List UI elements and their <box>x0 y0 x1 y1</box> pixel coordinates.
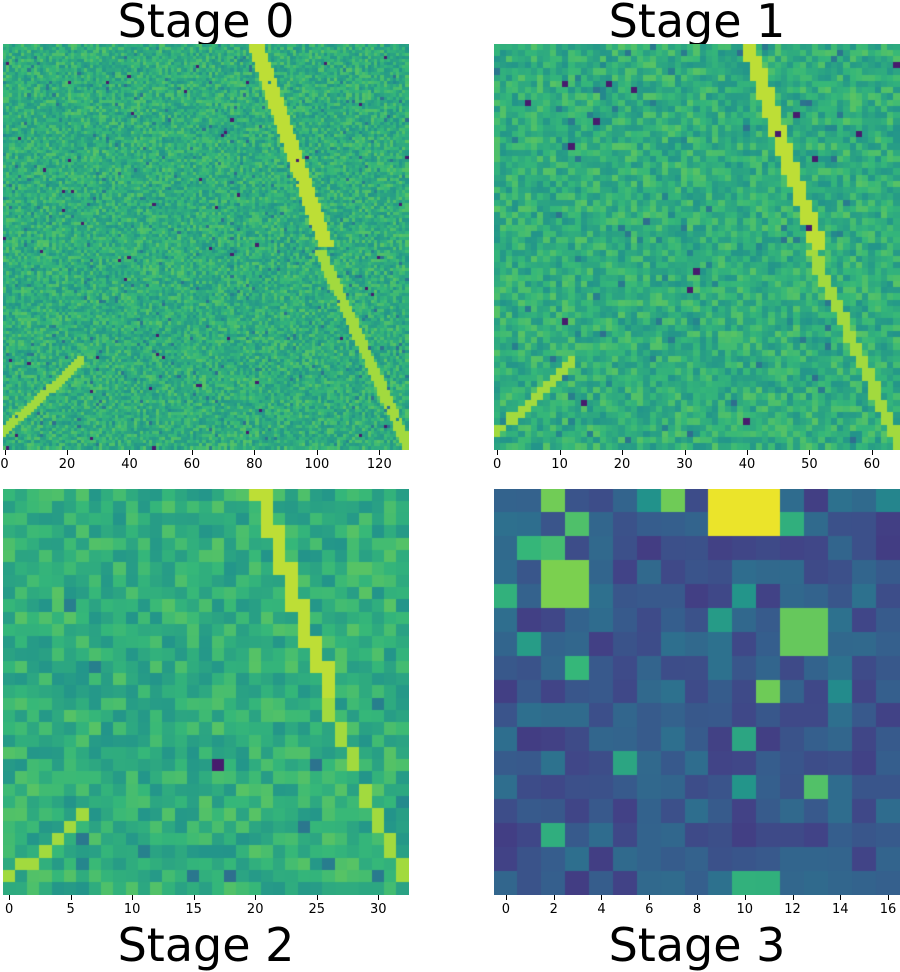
x-tick-label: 30 <box>676 457 693 472</box>
x-tick-mark <box>255 895 257 900</box>
x-tick-mark <box>254 450 256 455</box>
x-tick-mark <box>378 895 380 900</box>
x-tick-label: 20 <box>613 457 631 472</box>
x-tick-label: 20 <box>246 902 264 917</box>
x-tick-mark <box>497 450 499 455</box>
x-tick-label: 4 <box>597 902 606 917</box>
x-tick-mark <box>559 450 561 455</box>
x-tick-mark <box>622 450 624 455</box>
x-tick-mark <box>744 895 746 900</box>
x-tick-mark <box>67 450 69 455</box>
x-tick-label: 10 <box>123 902 141 917</box>
x-tick-label: 8 <box>692 902 702 917</box>
x-tick-label: 0 <box>0 457 9 472</box>
x-tick-label: 0 <box>492 457 502 472</box>
x-tick-mark <box>888 895 890 900</box>
x-tick-mark <box>792 895 794 900</box>
x-tick-label: 60 <box>863 457 881 472</box>
x-tick-label: 20 <box>58 457 76 472</box>
x-tick-label: 30 <box>369 902 387 917</box>
x-tick-mark <box>871 450 873 455</box>
x-tick-label: 5 <box>66 902 75 917</box>
x-tick-mark <box>316 895 318 900</box>
x-tick-mark <box>316 450 318 455</box>
x-tick-label: 2 <box>549 902 558 917</box>
x-tick-label: 60 <box>183 457 201 472</box>
x-tick-mark <box>505 895 507 900</box>
x-tick-label: 0 <box>5 902 14 917</box>
x-tick-mark <box>9 895 11 900</box>
x-tick-label: 0 <box>501 902 511 917</box>
x-tick-mark <box>129 450 131 455</box>
x-tick-mark <box>379 450 381 455</box>
x-tick-mark <box>684 450 686 455</box>
x-tick-label: 25 <box>308 902 325 917</box>
x-tick-mark <box>553 895 555 900</box>
x-tick-mark <box>746 450 748 455</box>
stage-0-title: Stage 0 <box>117 0 295 48</box>
x-tick-mark <box>840 895 842 900</box>
x-tick-label: 10 <box>736 902 754 917</box>
x-tick-label: 50 <box>801 457 818 472</box>
x-tick-label: 40 <box>738 457 756 472</box>
x-tick-mark <box>70 895 72 900</box>
x-tick-label: 14 <box>832 902 849 917</box>
x-tick-mark <box>132 895 134 900</box>
x-tick-mark <box>697 895 698 900</box>
x-tick-mark <box>601 895 603 900</box>
x-tick-label: 40 <box>121 457 138 472</box>
x-tick-mark <box>649 895 651 900</box>
x-tick-label: 10 <box>551 457 568 472</box>
x-tick-mark <box>4 450 6 455</box>
x-tick-mark <box>191 450 193 455</box>
x-tick-label: 16 <box>879 902 897 917</box>
stage-0-heatmap <box>3 44 409 450</box>
x-tick-label: 15 <box>185 902 202 917</box>
x-tick-label: 6 <box>645 902 654 917</box>
x-tick-label: 12 <box>784 902 801 917</box>
stage-3-title: Stage 3 <box>608 918 786 972</box>
x-tick-label: 80 <box>246 457 263 472</box>
x-tick-mark <box>193 895 195 900</box>
x-tick-label: 120 <box>366 457 392 472</box>
stage-1-heatmap <box>494 44 900 450</box>
x-tick-label: 100 <box>304 457 330 472</box>
stage-3-heatmap <box>494 489 900 895</box>
stage-1-title: Stage 1 <box>608 0 786 48</box>
stage-2-heatmap <box>3 489 409 895</box>
x-tick-mark <box>809 450 811 455</box>
stage-2-title: Stage 2 <box>117 918 295 972</box>
